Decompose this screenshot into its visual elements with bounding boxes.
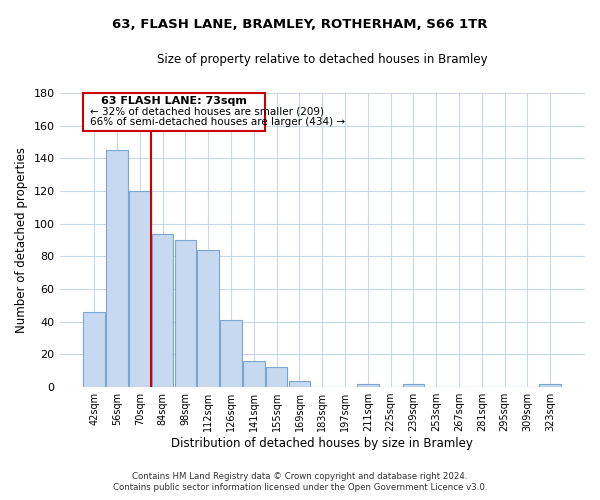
Bar [83,312,105,387]
Text: Contains HM Land Registry data © Crown copyright and database right 2024.: Contains HM Land Registry data © Crown c… [132,472,468,481]
FancyBboxPatch shape [83,93,265,130]
Bar [197,250,219,387]
Text: 66% of semi-detached houses are larger (434) →: 66% of semi-detached houses are larger (… [89,116,345,126]
Title: Size of property relative to detached houses in Bramley: Size of property relative to detached ho… [157,52,488,66]
Bar [129,191,151,387]
Bar [220,320,242,387]
Bar [106,150,128,387]
Bar [289,380,310,387]
Text: 63, FLASH LANE, BRAMLEY, ROTHERHAM, S66 1TR: 63, FLASH LANE, BRAMLEY, ROTHERHAM, S66 … [112,18,488,30]
Bar [403,384,424,387]
Bar [357,384,379,387]
Text: Contains public sector information licensed under the Open Government Licence v3: Contains public sector information licen… [113,484,487,492]
Bar [175,240,196,387]
Y-axis label: Number of detached properties: Number of detached properties [15,147,28,333]
Bar [152,234,173,387]
Text: 63 FLASH LANE: 73sqm: 63 FLASH LANE: 73sqm [101,96,247,106]
Bar [539,384,561,387]
Bar [266,368,287,387]
Text: ← 32% of detached houses are smaller (209): ← 32% of detached houses are smaller (20… [89,106,323,116]
X-axis label: Distribution of detached houses by size in Bramley: Distribution of detached houses by size … [172,437,473,450]
Bar [243,361,265,387]
